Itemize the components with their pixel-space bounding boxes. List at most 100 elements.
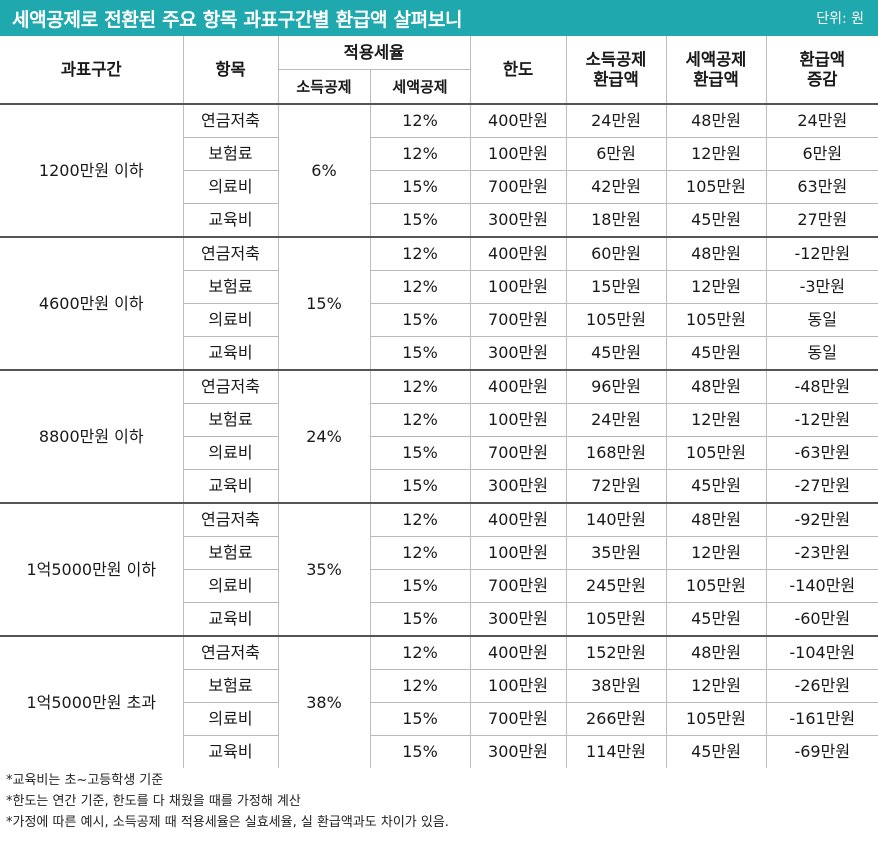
header-tax-refund-line1: 세액공제 (685, 49, 747, 69)
cell-limit: 700만원 (469, 303, 567, 337)
cell-change: -104만원 (765, 635, 878, 670)
cell-tax-rate: 12% (369, 236, 471, 271)
table-row: 보험료 12% 100만원 24만원 12만원 -12만원 (0, 403, 878, 437)
cell-tax-refund: 12만원 (665, 270, 767, 304)
table-row: 보험료 12% 100만원 35만원 12만원 -23만원 (0, 536, 878, 570)
header-change-line1: 환급액 (799, 49, 846, 69)
cell-item: 보험료 (182, 536, 278, 570)
cell-item: 의료비 (182, 569, 278, 603)
cell-tax-rate: 15% (369, 602, 471, 636)
cell-tax-refund: 45만원 (665, 203, 767, 237)
cell-change: -12만원 (765, 236, 878, 271)
cell-change: -23만원 (765, 536, 878, 570)
cell-item: 교육비 (182, 469, 278, 503)
cell-income-refund: 245만원 (565, 569, 667, 603)
cell-tax-refund: 45만원 (665, 602, 767, 636)
cell-change: 27만원 (765, 203, 878, 237)
cell-change: 6만원 (765, 137, 878, 171)
header-change: 환급액 증감 (765, 36, 878, 105)
cell-tax-refund: 12만원 (665, 536, 767, 570)
table-row: 의료비 15% 700만원 42만원 105만원 63만원 (0, 170, 878, 204)
cell-income-refund: 140만원 (565, 502, 667, 537)
cell-income-refund: 266만원 (565, 702, 667, 736)
table-row: 보험료 12% 100만원 6만원 12만원 6만원 (0, 137, 878, 171)
cell-item: 의료비 (182, 303, 278, 337)
cell-bracket: 8800만원 이하 (0, 369, 183, 503)
cell-tax-rate: 12% (369, 270, 471, 304)
cell-limit: 400만원 (469, 635, 567, 670)
cell-change: -27만원 (765, 469, 878, 503)
header-rate-tax: 세액공제 (369, 69, 471, 105)
cell-limit: 300만원 (469, 602, 567, 636)
cell-change: 동일 (765, 303, 878, 337)
cell-bracket: 1억5000만원 이하 (0, 502, 183, 636)
cell-tax-rate: 15% (369, 170, 471, 204)
cell-income-refund: 24만원 (565, 103, 667, 138)
table-row: 보험료 12% 100만원 38만원 12만원 -26만원 (0, 669, 878, 703)
cell-item: 보험료 (182, 137, 278, 171)
cell-tax-refund: 105만원 (665, 569, 767, 603)
header-rate: 적용세율 (277, 36, 471, 70)
header-change-line2: 증감 (807, 69, 838, 89)
cell-tax-refund: 48만원 (665, 236, 767, 271)
header-rate-income: 소득공제 (277, 69, 370, 105)
cell-tax-refund: 105만원 (665, 436, 767, 470)
cell-tax-refund: 48만원 (665, 369, 767, 404)
cell-tax-refund: 45만원 (665, 735, 767, 768)
cell-tax-rate: 12% (369, 103, 471, 138)
table-row: 보험료 12% 100만원 15만원 12만원 -3만원 (0, 270, 878, 304)
footnotes: *교육비는 초~고등학생 기준 *한도는 연간 기준, 한도를 다 채웠을 때를… (6, 770, 449, 833)
cell-income-rate: 24% (277, 369, 370, 503)
cell-change: -12만원 (765, 403, 878, 437)
table-row: 의료비 15% 700만원 105만원 105만원 동일 (0, 303, 878, 337)
cell-item: 연금저축 (182, 103, 278, 138)
cell-item: 교육비 (182, 602, 278, 636)
cell-change: -92만원 (765, 502, 878, 537)
cell-change: -63만원 (765, 436, 878, 470)
cell-tax-rate: 15% (369, 735, 471, 768)
cell-item: 보험료 (182, 270, 278, 304)
table-row: 4600만원 이하 연금저축 15% 12% 400만원 60만원 48만원 -12만원 (0, 236, 878, 370)
table-row: 1200만원 이하 연금저축 6% 12% 400만원 24만원 48만원 24만원 (0, 103, 878, 237)
refund-table: 과표구간 항목 적용세율 한도 소득공제 환급액 세액공제 환급액 환급액 증감 (0, 36, 878, 768)
cell-limit: 700만원 (469, 170, 567, 204)
cell-tax-rate: 15% (369, 569, 471, 603)
cell-change: -161만원 (765, 702, 878, 736)
cell-income-refund: 105만원 (565, 602, 667, 636)
cell-change: -48만원 (765, 369, 878, 404)
cell-change: -3만원 (765, 270, 878, 304)
header-tax-refund-line2: 환급액 (693, 69, 739, 89)
cell-tax-refund: 45만원 (665, 336, 767, 370)
cell-item: 연금저축 (182, 502, 278, 537)
table-row: 교육비 15% 300만원 114만원 45만원 -69만원 (0, 735, 878, 768)
header-income-refund: 소득공제 환급액 (565, 36, 667, 105)
title-bar: 세액공제로 전환된 주요 항목 과표구간별 환급액 살펴보니 단위: 원 (0, 0, 878, 36)
cell-item: 보험료 (182, 403, 278, 437)
cell-limit: 400만원 (469, 502, 567, 537)
cell-income-refund: 168만원 (565, 436, 667, 470)
cell-income-refund: 152만원 (565, 635, 667, 670)
cell-tax-refund: 45만원 (665, 469, 767, 503)
cell-item: 보험료 (182, 669, 278, 703)
cell-limit: 400만원 (469, 103, 567, 138)
cell-change: 24만원 (765, 103, 878, 138)
cell-change: -69만원 (765, 735, 878, 768)
cell-limit: 700만원 (469, 569, 567, 603)
cell-tax-rate: 12% (369, 403, 471, 437)
cell-income-refund: 42만원 (565, 170, 667, 204)
cell-item: 연금저축 (182, 369, 278, 404)
cell-income-refund: 60만원 (565, 236, 667, 271)
cell-tax-refund: 105만원 (665, 702, 767, 736)
cell-limit: 100만원 (469, 270, 567, 304)
cell-tax-refund: 12만원 (665, 137, 767, 171)
table-row: 의료비 15% 700만원 245만원 105만원 -140만원 (0, 569, 878, 603)
table-row: 의료비 15% 700만원 266만원 105만원 -161만원 (0, 702, 878, 736)
cell-income-refund: 35만원 (565, 536, 667, 570)
header-item: 항목 (182, 36, 278, 105)
table-row: 교육비 15% 300만원 45만원 45만원 동일 (0, 336, 878, 370)
table-row: 8800만원 이하 연금저축 24% 12% 400만원 96만원 48만원 -48만원 (0, 369, 878, 503)
cell-tax-rate: 12% (369, 669, 471, 703)
cell-income-refund: 38만원 (565, 669, 667, 703)
cell-item: 교육비 (182, 203, 278, 237)
table-row: 의료비 15% 700만원 168만원 105만원 -63만원 (0, 436, 878, 470)
